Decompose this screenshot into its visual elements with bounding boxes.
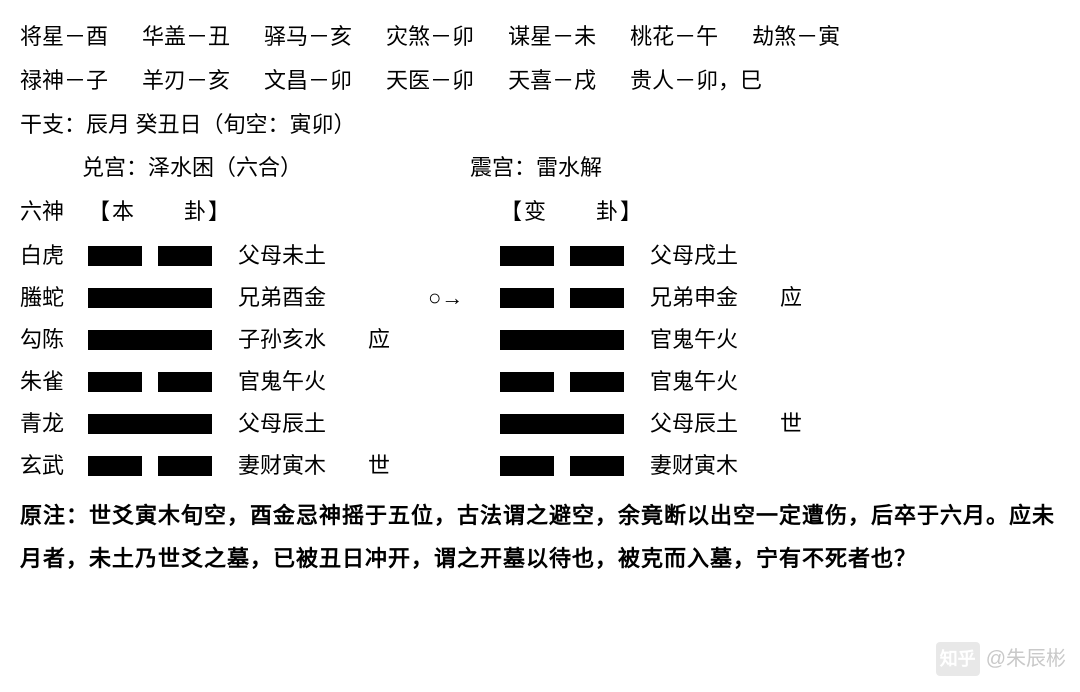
relation-main: 子孙亥水 — [238, 319, 368, 361]
header-row: 六神 【本 卦】 【变 卦】 — [20, 191, 1060, 233]
relation-main: 兄弟酉金 — [238, 277, 368, 319]
yao-row: 玄武妻财寅木世妻财寅木 — [20, 445, 1060, 487]
star-item: 禄神－子 — [20, 60, 108, 102]
palace-bian: 震宫：雷水解 — [470, 147, 602, 189]
palace-main: 兑宫：泽水困（六合） — [82, 147, 470, 189]
watermark: 知乎 @朱辰彬 — [936, 640, 1066, 678]
star-item: 天医－卯 — [386, 60, 474, 102]
main-line-cell — [88, 414, 238, 434]
watermark-text: @朱辰彬 — [986, 648, 1066, 670]
mark-main: 世 — [368, 445, 428, 487]
yin-line — [500, 456, 624, 476]
yao-row: 朱雀 官鬼午火 官鬼午火 — [20, 361, 1060, 403]
main-line-cell — [88, 372, 238, 392]
bian-line-cell — [500, 246, 650, 266]
yin-line — [88, 372, 212, 392]
header-bian: 【变 卦】 — [500, 191, 644, 233]
yin-line — [88, 246, 212, 266]
stars-row-1: 将星－酉 华盖－丑 驿马－亥 灾煞－卯 谋星－未 桃花－午 劫煞－寅 — [20, 16, 1060, 58]
bian-line-cell — [500, 456, 650, 476]
six-god: 玄武 — [20, 445, 88, 487]
main-line-cell — [88, 246, 238, 266]
yang-line — [88, 414, 212, 434]
star-item: 华盖－丑 — [142, 16, 230, 58]
star-item: 谋星－未 — [508, 16, 596, 58]
relation-bian: 官鬼午火 — [650, 361, 780, 403]
star-item: 桃花－午 — [630, 16, 718, 58]
header-god: 六神 — [20, 191, 88, 233]
star-item: 将星－酉 — [20, 16, 108, 58]
six-god: 白虎 — [20, 235, 88, 277]
star-item: 羊刃－亥 — [142, 60, 230, 102]
yin-line — [88, 456, 212, 476]
star-item: 劫煞－寅 — [752, 16, 840, 58]
relation-bian: 官鬼午火 — [650, 319, 780, 361]
bian-line-cell — [500, 414, 650, 434]
relation-bian: 父母戌土 — [650, 235, 780, 277]
mark-main: 应 — [368, 319, 428, 361]
main-line-cell — [88, 330, 238, 350]
ganzhi-line: 干支：辰月 癸丑日（旬空：寅卯） — [20, 104, 1060, 146]
yang-line — [88, 330, 212, 350]
header-main: 【本 卦】 — [88, 191, 480, 233]
yang-line — [88, 288, 212, 308]
yao-row: 螣蛇 兄弟酉金 ○→ 兄弟申金应 — [20, 277, 1060, 319]
relation-bian: 父母辰土 — [650, 403, 780, 445]
relation-main: 父母辰土 — [238, 403, 368, 445]
star-item: 天喜－戌 — [508, 60, 596, 102]
bian-line-cell — [500, 330, 650, 350]
relation-bian: 妻财寅木 — [650, 445, 780, 487]
six-god: 朱雀 — [20, 361, 88, 403]
mark-bian: 应 — [780, 277, 840, 319]
yin-line — [500, 288, 624, 308]
yao-row: 青龙父母辰土父母辰土世 — [20, 403, 1060, 445]
bian-line-cell — [500, 288, 650, 308]
six-god: 勾陈 — [20, 319, 88, 361]
yao-table: 白虎父母未土父母戌土螣蛇兄弟酉金○→兄弟申金应勾陈子孙亥水应官鬼午火朱雀官鬼午火… — [20, 235, 1060, 487]
six-god: 青龙 — [20, 403, 88, 445]
star-item: 文昌－卯 — [264, 60, 352, 102]
change-arrow: ○→ — [428, 277, 500, 319]
relation-main: 妻财寅木 — [238, 445, 368, 487]
yao-row: 勾陈 子孙亥水应 官鬼午火 — [20, 319, 1060, 361]
yao-row: 白虎 父母未土 父母戌土 — [20, 235, 1060, 277]
yin-line — [500, 246, 624, 266]
yang-line — [500, 330, 624, 350]
star-item: 贵人－卯，巳 — [630, 60, 762, 102]
star-item: 灾煞－卯 — [386, 16, 474, 58]
stars-row-2: 禄神－子 羊刃－亥 文昌－卯 天医－卯 天喜－戌 贵人－卯，巳 — [20, 60, 1060, 102]
zhihu-icon: 知乎 — [936, 642, 980, 676]
yang-line — [500, 414, 624, 434]
original-note: 原注：世爻寅木旬空，酉金忌神摇于五位，古法谓之避空，余竟断以出空一定遭伤，后卒于… — [20, 495, 1060, 581]
palace-row: 兑宫：泽水困（六合） 震宫：雷水解 — [20, 147, 1060, 189]
relation-main: 官鬼午火 — [238, 361, 368, 403]
main-line-cell — [88, 456, 238, 476]
star-item: 驿马－亥 — [264, 16, 352, 58]
six-god: 螣蛇 — [20, 277, 88, 319]
bian-line-cell — [500, 372, 650, 392]
mark-bian: 世 — [780, 403, 840, 445]
main-line-cell — [88, 288, 238, 308]
yin-line — [500, 372, 624, 392]
relation-bian: 兄弟申金 — [650, 277, 780, 319]
relation-main: 父母未土 — [238, 235, 368, 277]
